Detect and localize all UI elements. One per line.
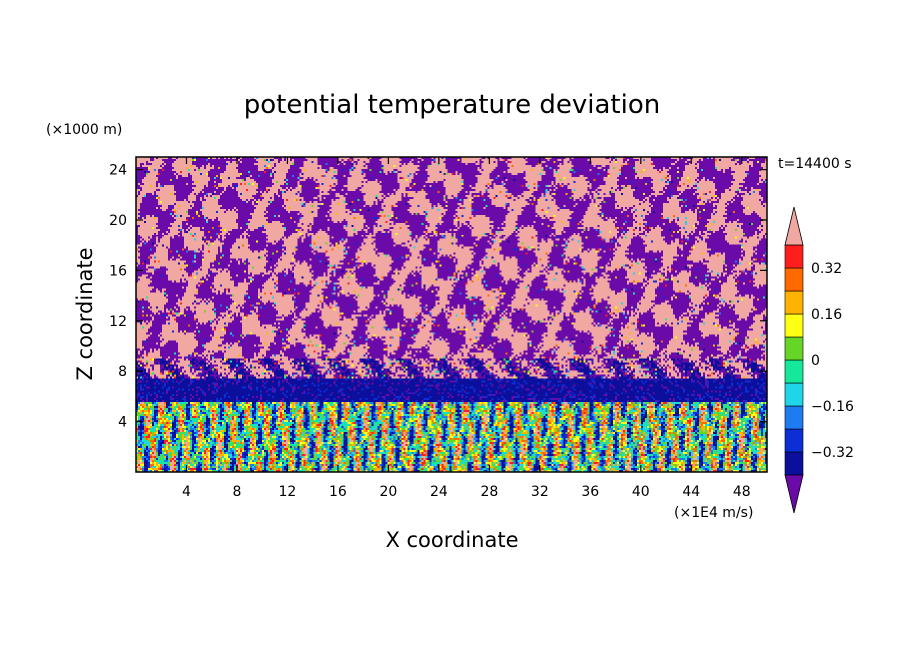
x-axis: 4 8 12 16 20 24 28 32 36 40 44 48 xyxy=(182,157,751,500)
x-tick-label: 12 xyxy=(279,484,297,500)
colorbar-upper-extension xyxy=(784,206,804,246)
x-tick-label: 4 xyxy=(182,484,191,500)
colorbar-tick-label: 0.32 xyxy=(811,261,842,277)
colorbar-tick-label: 0.16 xyxy=(811,307,842,323)
y-unit-label: (×1000 m) xyxy=(46,122,122,138)
x-axis-title: X coordinate xyxy=(385,528,518,552)
x-tick-label: 24 xyxy=(430,484,448,500)
colorbar-band xyxy=(784,290,804,315)
y-tick-label: 8 xyxy=(118,364,127,380)
x-tick-label: 40 xyxy=(632,484,650,500)
colorbar-band xyxy=(784,382,804,407)
plot-area xyxy=(135,156,768,473)
x-tick-label: 48 xyxy=(733,484,751,500)
y-axis: 4 8 12 16 20 24 xyxy=(109,163,767,431)
colorbar-lower-extension xyxy=(784,474,804,514)
colorbar-band xyxy=(784,428,804,453)
colorbar-band xyxy=(784,267,804,292)
colorbar-band xyxy=(784,336,804,361)
y-axis-title: Z coordinate xyxy=(73,247,97,380)
y-tick-label: 16 xyxy=(109,263,127,279)
colorbar-band xyxy=(784,405,804,430)
x-tick-label: 44 xyxy=(682,484,700,500)
x-tick-label: 36 xyxy=(581,484,599,500)
colorbar-tick-label: −0.16 xyxy=(811,399,854,415)
y-tick-label: 4 xyxy=(118,415,127,431)
y-tick-label: 12 xyxy=(109,314,127,330)
x-tick-label: 20 xyxy=(379,484,397,500)
colorbar-band xyxy=(784,244,804,269)
colorbar-tick-label: 0 xyxy=(811,353,820,369)
x-unit-label: (×1E4 m/s) xyxy=(674,505,753,521)
colorbar-tick-label: −0.32 xyxy=(811,445,854,461)
time-label: t=14400 s xyxy=(778,156,852,172)
colorbar-band xyxy=(784,359,804,384)
x-tick-label: 8 xyxy=(232,484,241,500)
x-tick-label: 32 xyxy=(531,484,549,500)
colorbar: 0.32 0.16 0 −0.16 −0.32 xyxy=(784,206,854,514)
y-tick-label: 20 xyxy=(109,213,127,229)
chart-title: potential temperature deviation xyxy=(244,90,660,120)
colorbar-band xyxy=(784,451,804,476)
x-tick-label: 28 xyxy=(480,484,498,500)
y-tick-label: 24 xyxy=(109,163,127,179)
colorbar-band xyxy=(784,313,804,338)
x-tick-label: 16 xyxy=(329,484,347,500)
temperature-field xyxy=(136,157,767,472)
plot-frame xyxy=(135,156,768,473)
